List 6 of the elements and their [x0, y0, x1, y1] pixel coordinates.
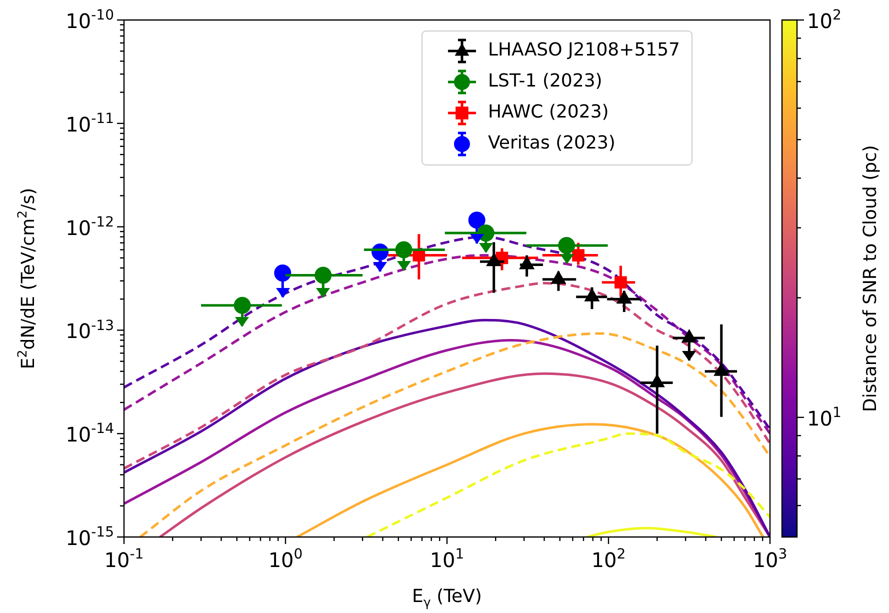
color-bar-title: Distance of SNR to Cloud (pc) [860, 145, 881, 412]
y-axis-title: E2dN/dE (TeV/cm2/s) [14, 188, 39, 370]
legend-label: HAWC (2023) [488, 102, 609, 123]
legend-label: Veritas (2023) [488, 132, 616, 154]
legend-label: LST-1 (2023) [488, 70, 602, 92]
legend-label: LHAASO J2108+5157 [488, 40, 680, 61]
